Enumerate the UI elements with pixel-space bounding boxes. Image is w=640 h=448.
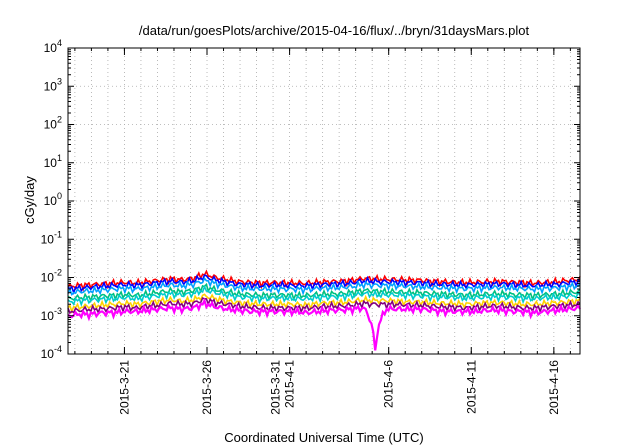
y-tick-label: 104 [44,38,62,55]
y-tick-label: 10-3 [41,306,62,323]
y-tick-label: 103 [44,76,62,93]
x-tick-label: 2015-4-1 [283,360,297,408]
x-tick-label: 2015-3-21 [117,360,131,415]
series-line [67,284,581,307]
y-axis-ticks: 10-4 10-3 10-2 10-1 100 101 102 103 104 [41,38,580,361]
x-tick-label: 2015-4-11 [464,360,478,414]
series-line [67,296,581,315]
series-group [67,269,581,351]
y-tick-label: 10-2 [41,268,62,285]
x-axis-ticks: 2015-3-21 2015-3-26 2015-3-31 2015-4-1 2015-… [74,48,571,415]
series-line [67,269,581,292]
x-tick-label: 2015-3-31 [269,360,283,415]
x-axis-label: Coordinated Universal Time (UTC) [224,430,423,445]
x-tick-label: 2015-4-16 [547,360,561,415]
y-tick-label: 101 [44,153,62,170]
series-line [67,297,581,351]
y-tick-label: 100 [44,191,62,208]
gridlines [68,48,580,354]
x-tick-label: 2015-3-26 [200,360,214,415]
y-axis-label: cGy/day [22,176,37,224]
chart-title: /data/run/goesPlots/archive/2015-04-16/f… [139,23,530,38]
series-line [67,282,581,304]
series-line [67,274,581,296]
series-line [67,276,581,296]
y-tick-label: 10-1 [41,229,62,246]
x-tick-label: 2015-4-6 [382,360,396,408]
y-tick-label: 102 [44,115,62,132]
y-tick-label: 10-4 [41,344,62,361]
